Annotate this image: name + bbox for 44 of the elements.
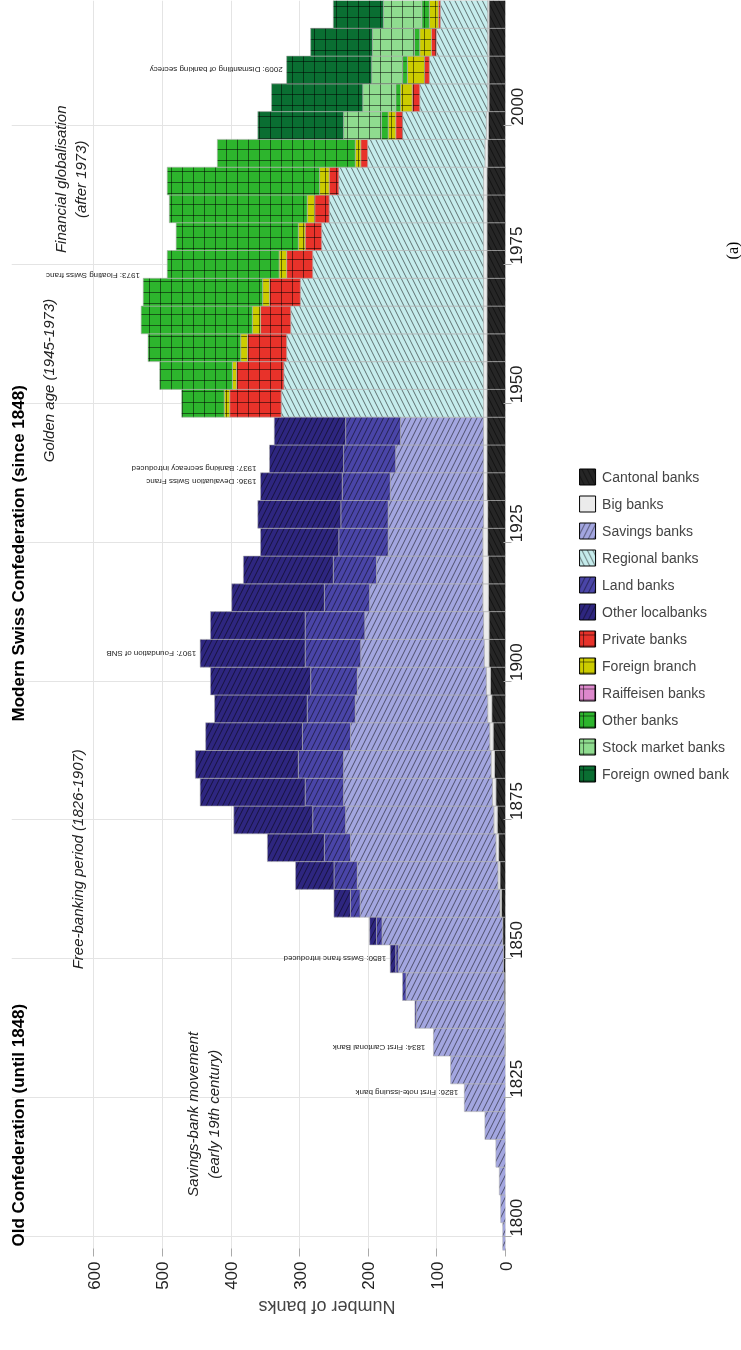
x-tick-label: 200 (359, 1261, 379, 1290)
annotation: 1907: Foundation of SNB (106, 648, 197, 658)
annotation: Financial globalisation (after 1973) (51, 105, 89, 254)
y-tick-label: 1975 (507, 226, 527, 265)
annotation: 1834: First Cantonal Bank (331, 1043, 426, 1053)
legend-label: Big banks (602, 495, 664, 512)
x-tick-label: 500 (153, 1261, 173, 1290)
y-tick-label: 2000 (507, 87, 527, 126)
legend-label: Stock market banks (602, 738, 725, 755)
y-tick-label: 1925 (507, 504, 527, 543)
y-tick-label: 1875 (507, 782, 527, 820)
legend-label: Other banks (602, 711, 679, 728)
legend-label: Other localbanks (602, 603, 708, 620)
x-tick-label: 100 (427, 1261, 447, 1290)
y-tick-label: 1850 (507, 921, 527, 959)
y-tick-label: 1950 (507, 365, 527, 404)
x-tick-label: 400 (222, 1261, 242, 1290)
annotation: 1937: Banking secreacy introduced (131, 464, 257, 473)
x-tick-label: 0 (496, 1261, 516, 1271)
annotation: 1850: Swiss franc introduced (283, 954, 387, 964)
annotation: 1826: First note-issuing bank (354, 1087, 459, 1097)
legend-label: Foreign owned bank (602, 765, 729, 782)
annotation: Savings-bank movement (early 19th century) (184, 1030, 222, 1197)
annotation: Golden age (1945-1973) (40, 298, 58, 463)
text: Modern Swiss Confederation (since 1848) (9, 385, 28, 722)
legend-label: Raiffeisen banks (602, 684, 706, 701)
y-tick-label: 1900 (507, 643, 527, 682)
legend-label: Savings banks (602, 522, 694, 539)
annotation: 2009: Dismantling of banking secrecy (149, 65, 283, 75)
text: Old Confederation (until 1848) (9, 1003, 28, 1247)
annotation: 1973: Floating Swiss franc (46, 271, 140, 280)
x-tick-label: 600 (84, 1261, 104, 1290)
y-tick-label: 1800 (507, 1198, 527, 1237)
text: (a) (724, 241, 741, 260)
y-tick-label: 1825 (507, 1059, 527, 1098)
annotation: Free-banking period (1826-1907) (68, 749, 86, 970)
legend-label: Cantonal banks (602, 468, 700, 485)
legend-label: Foreign branch (602, 657, 697, 674)
legend-label: Land banks (602, 576, 675, 593)
annotation: 1936: Devaluation Swiss Franc (146, 476, 257, 486)
legend-label: Regional banks (602, 549, 699, 566)
x-axis-title: Number of banks (258, 1296, 396, 1317)
legend-label: Private banks (602, 630, 687, 647)
x-tick-label: 300 (290, 1261, 310, 1290)
